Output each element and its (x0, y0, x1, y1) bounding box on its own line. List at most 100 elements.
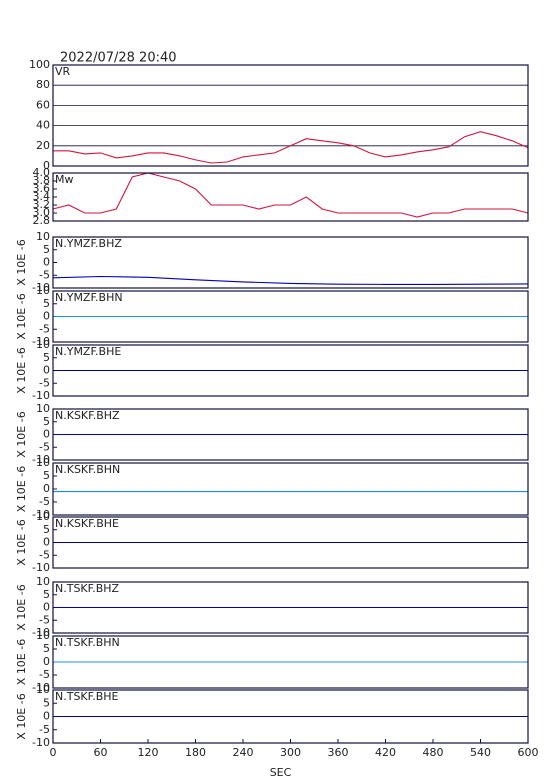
x-tick-label: 360 (328, 746, 349, 759)
y-tick-label: -5 (39, 268, 50, 281)
y-tick-label: -10 (32, 561, 50, 574)
y-tick-label: 10 (36, 338, 50, 351)
y-tick-label: 10 (36, 230, 50, 243)
y-axis-label: X 10E -6 (15, 347, 28, 393)
y-tick-label: 5 (43, 469, 50, 482)
panel-frame (52, 236, 529, 289)
y-axis-label: X 10E -6 (15, 519, 28, 565)
y-tick-label: 3.2 (33, 198, 51, 211)
panel-label: N.KSKF.BHE (55, 517, 119, 530)
x-tick-label: 180 (185, 746, 206, 759)
y-tick-label: 5 (43, 523, 50, 536)
x-axis-label: SEC (270, 766, 292, 779)
y-tick-label: -5 (39, 668, 50, 681)
y-tick-label: 3.0 (33, 206, 51, 219)
y-tick-label: -10 (32, 626, 50, 639)
y-tick-label: 0 (43, 710, 50, 723)
x-tick-label: 240 (233, 746, 254, 759)
y-axis-label: X 10E -6 (15, 693, 28, 739)
y-tick-label: 0 (43, 159, 50, 172)
y-tick-label: 4.0 (33, 166, 51, 179)
y-tick-label: 0 (43, 655, 50, 668)
panel-frame (52, 172, 529, 222)
panel-label: N.YMZF.BHZ (55, 237, 122, 250)
y-tick-label: 0 (43, 364, 50, 377)
y-axis-label: X 10E -6 (15, 411, 28, 457)
y-tick-label: 10 (36, 402, 50, 415)
y-tick-label: 3.8 (33, 174, 51, 187)
panel-frame (52, 581, 529, 634)
y-tick-label: 3.4 (33, 190, 51, 203)
y-tick-label: -10 (32, 681, 50, 694)
y-tick-label: 80 (36, 78, 50, 91)
y-tick-label: 20 (36, 139, 50, 152)
panel-label: VR (55, 65, 71, 78)
y-tick-label: 10 (36, 456, 50, 469)
x-tick-label: 60 (94, 746, 108, 759)
y-tick-label: 5 (43, 696, 50, 709)
y-tick-label: -5 (39, 495, 50, 508)
y-tick-label: 60 (36, 98, 50, 111)
x-tick-label: 540 (470, 746, 491, 759)
panel-frame (52, 462, 529, 516)
y-tick-label: 5 (43, 243, 50, 256)
data-line (52, 172, 529, 218)
y-tick-label: 2.8 (33, 214, 51, 227)
y-tick-label: 10 (36, 575, 50, 588)
x-tick-label: 420 (375, 746, 396, 759)
y-tick-label: -5 (39, 613, 50, 626)
y-tick-label: 0 (43, 536, 50, 549)
panel-frame (52, 408, 529, 461)
y-tick-label: -5 (39, 322, 50, 335)
y-tick-label: -5 (39, 723, 50, 736)
panel-label: N.YMZF.BHE (55, 345, 121, 358)
panel-label: N.TSKF.BHN (55, 636, 120, 649)
y-tick-label: 0 (43, 428, 50, 441)
panel-label: N.KSKF.BHZ (55, 409, 120, 422)
data-line (52, 275, 529, 285)
panel-label: N.YMZF.BHN (55, 291, 123, 304)
panel-frame (52, 635, 529, 689)
y-tick-label: 5 (43, 588, 50, 601)
y-tick-label: 5 (43, 415, 50, 428)
panel-frame (52, 290, 529, 343)
x-tick-label: 0 (50, 746, 57, 759)
y-tick-label: -10 (32, 736, 50, 749)
y-tick-label: 5 (43, 642, 50, 655)
x-tick-label: 300 (280, 746, 301, 759)
y-tick-label: 0 (43, 482, 50, 495)
panel-frame (52, 64, 529, 167)
panel-frame (52, 344, 529, 397)
y-axis-label: X 10E -6 (15, 293, 28, 339)
y-tick-label: -10 (32, 453, 50, 466)
y-tick-label: 5 (43, 351, 50, 364)
y-axis-label: X 10E -6 (15, 239, 28, 285)
y-tick-label: 0 (43, 256, 50, 269)
y-tick-label: 0 (43, 310, 50, 323)
chart-title: 2022/07/28 20:40 (60, 51, 177, 66)
y-tick-label: 0 (43, 601, 50, 614)
panel-label: Mw (55, 173, 74, 186)
y-tick-label: 3.6 (33, 182, 51, 195)
panel-frame (52, 516, 529, 569)
panel-label: N.TSKF.BHE (55, 690, 119, 703)
y-axis-label: X 10E -6 (15, 639, 28, 685)
y-tick-label: -5 (39, 376, 50, 389)
y-axis-label: X 10E -6 (15, 466, 28, 512)
y-tick-label: 5 (43, 297, 50, 310)
y-tick-label: 100 (29, 58, 50, 71)
y-tick-label: -5 (39, 548, 50, 561)
y-tick-label: 10 (36, 629, 50, 642)
y-tick-label: -10 (32, 335, 50, 348)
data-line (53, 131, 529, 164)
y-tick-label: -10 (32, 389, 50, 402)
y-tick-label: 10 (36, 683, 50, 696)
y-tick-label: 10 (36, 510, 50, 523)
y-tick-label: 40 (36, 119, 50, 132)
x-tick-label: 480 (423, 746, 444, 759)
x-tick-label: 600 (518, 746, 539, 759)
panel-label: N.KSKF.BHN (55, 463, 120, 476)
y-tick-label: -10 (32, 281, 50, 294)
y-axis-label: X 10E -6 (15, 584, 28, 630)
